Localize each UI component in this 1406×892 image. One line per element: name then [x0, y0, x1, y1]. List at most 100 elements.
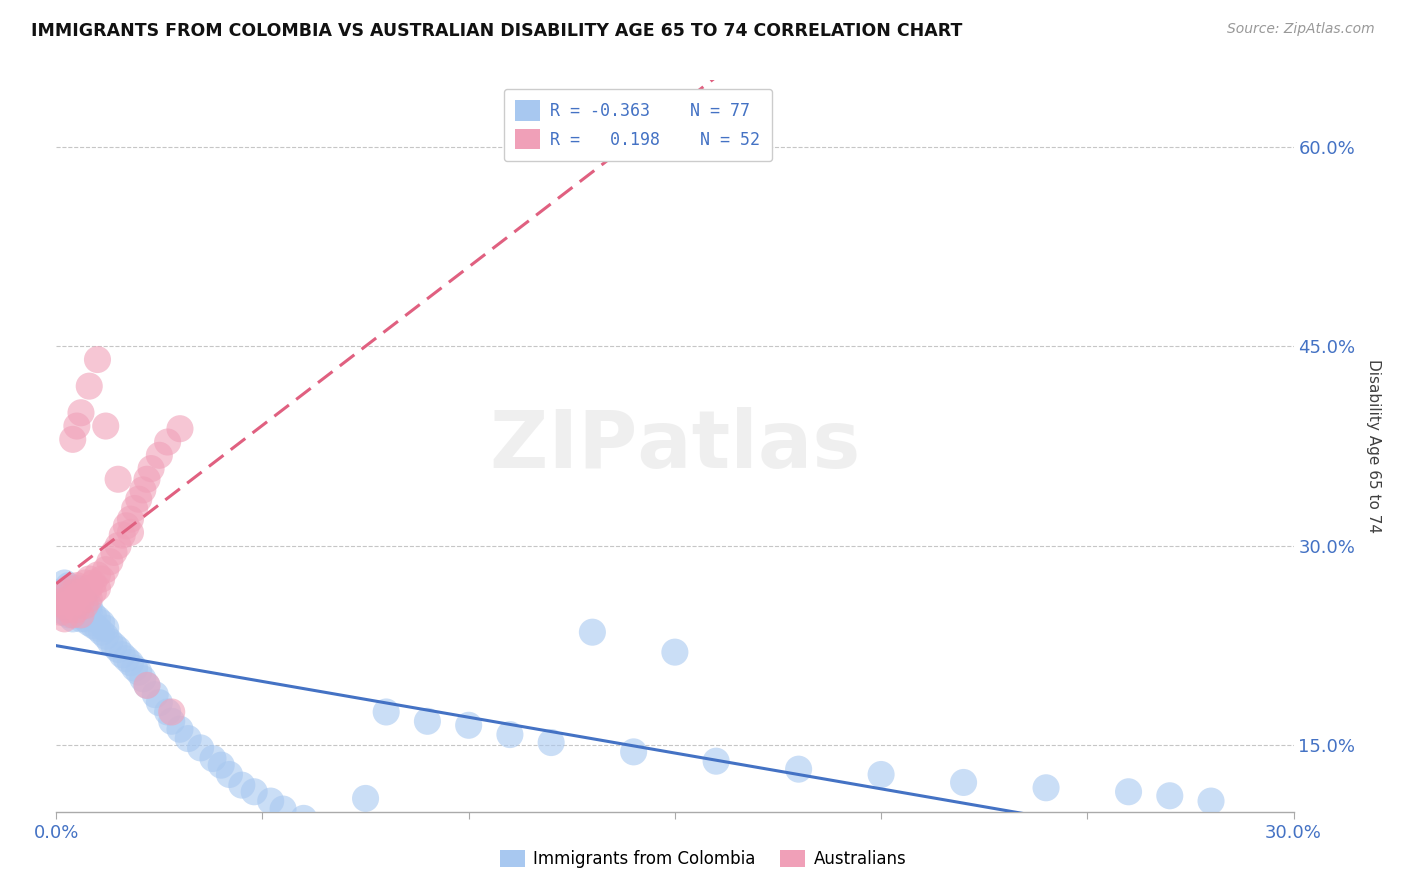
Point	[160, 714, 183, 729]
Point	[86, 352, 108, 367]
Point	[66, 579, 89, 593]
Point	[77, 572, 100, 586]
Point	[62, 433, 84, 447]
Point	[58, 602, 80, 616]
Point	[540, 735, 562, 749]
Point	[62, 585, 84, 599]
Point	[58, 579, 80, 593]
Point	[62, 594, 84, 608]
Point	[132, 672, 155, 686]
Point	[314, 821, 336, 835]
Point	[115, 518, 138, 533]
Point	[70, 594, 93, 608]
Point	[218, 767, 240, 781]
Point	[1035, 780, 1057, 795]
Point	[260, 794, 283, 808]
Point	[98, 634, 121, 648]
Point	[103, 545, 125, 559]
Point	[53, 585, 76, 599]
Point	[70, 406, 93, 420]
Point	[53, 594, 76, 608]
Point	[90, 625, 112, 640]
Point	[66, 589, 89, 603]
Point	[111, 648, 134, 662]
Point	[952, 775, 974, 789]
Point	[66, 591, 89, 606]
Point	[136, 472, 159, 486]
Point	[66, 582, 89, 596]
Point	[75, 599, 97, 613]
Point	[86, 582, 108, 596]
Point	[66, 419, 89, 434]
Point	[107, 539, 129, 553]
Point	[70, 602, 93, 616]
Point	[148, 696, 170, 710]
Point	[82, 576, 104, 591]
Point	[94, 629, 117, 643]
Point	[623, 745, 645, 759]
Text: Source: ZipAtlas.com: Source: ZipAtlas.com	[1227, 22, 1375, 37]
Point	[143, 688, 166, 702]
Point	[70, 607, 93, 622]
Point	[49, 594, 72, 608]
Point	[111, 528, 134, 542]
Point	[82, 585, 104, 599]
Point	[86, 568, 108, 582]
Point	[58, 582, 80, 596]
Point	[75, 602, 97, 616]
Point	[77, 605, 100, 619]
Point	[62, 594, 84, 608]
Point	[53, 605, 76, 619]
Point	[62, 607, 84, 622]
Point	[58, 589, 80, 603]
Point	[231, 778, 253, 792]
Point	[499, 728, 522, 742]
Point	[66, 599, 89, 613]
Point	[62, 602, 84, 616]
Point	[53, 599, 76, 613]
Point	[156, 705, 179, 719]
Point	[94, 621, 117, 635]
Point	[75, 594, 97, 608]
Legend: R = -0.363    N = 77, R =   0.198    N = 52: R = -0.363 N = 77, R = 0.198 N = 52	[503, 88, 772, 161]
Point	[169, 723, 191, 737]
Point	[124, 661, 146, 675]
Point	[704, 754, 727, 768]
Point	[120, 512, 142, 526]
Point	[124, 501, 146, 516]
Point	[1118, 785, 1140, 799]
Point	[58, 591, 80, 606]
Point	[333, 829, 356, 843]
Point	[94, 563, 117, 577]
Point	[870, 767, 893, 781]
Point	[128, 492, 150, 507]
Point	[82, 618, 104, 632]
Point	[354, 791, 377, 805]
Point	[77, 379, 100, 393]
Point	[160, 705, 183, 719]
Point	[77, 582, 100, 596]
Point	[70, 585, 93, 599]
Point	[136, 678, 159, 692]
Point	[209, 758, 232, 772]
Point	[53, 576, 76, 591]
Point	[70, 612, 93, 626]
Text: IMMIGRANTS FROM COLOMBIA VS AUSTRALIAN DISABILITY AGE 65 TO 74 CORRELATION CHART: IMMIGRANTS FROM COLOMBIA VS AUSTRALIAN D…	[31, 22, 962, 40]
Point	[132, 483, 155, 497]
Point	[128, 665, 150, 679]
Point	[49, 599, 72, 613]
Point	[1159, 789, 1181, 803]
Point	[62, 612, 84, 626]
Point	[86, 612, 108, 626]
Point	[292, 811, 315, 825]
Point	[49, 605, 72, 619]
Point	[457, 718, 479, 732]
Point	[107, 472, 129, 486]
Point	[53, 612, 76, 626]
Point	[416, 714, 439, 729]
Point	[49, 585, 72, 599]
Point	[190, 740, 212, 755]
Point	[120, 525, 142, 540]
Point	[77, 591, 100, 606]
Point	[787, 762, 810, 776]
